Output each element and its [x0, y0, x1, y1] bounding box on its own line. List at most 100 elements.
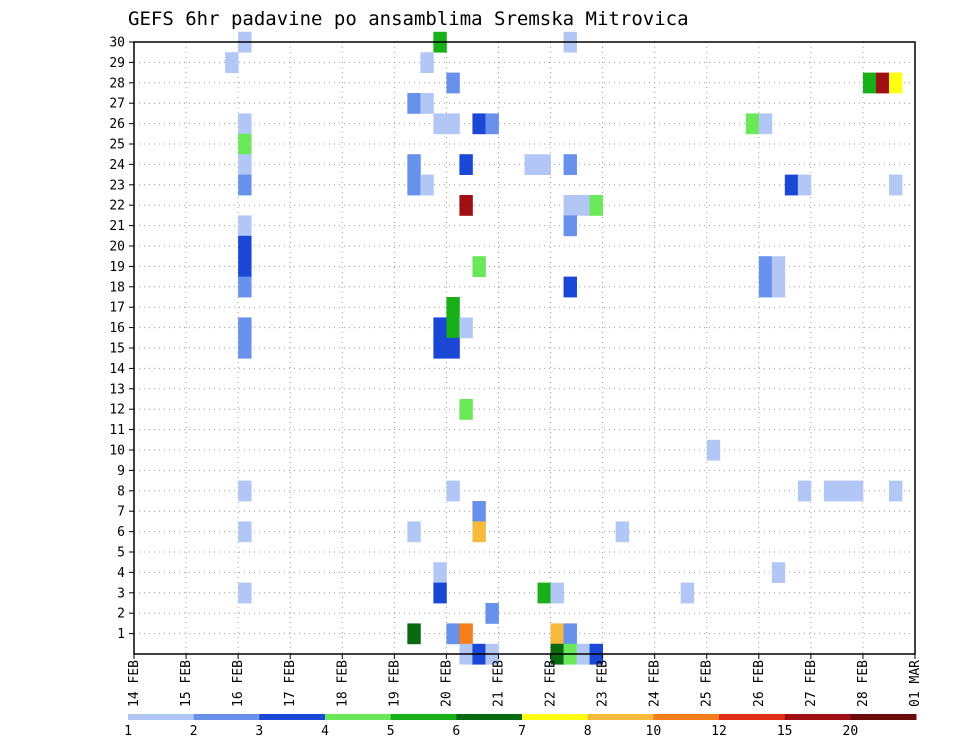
y-tick-label: 5 [117, 546, 125, 561]
precip-cell [563, 154, 577, 175]
colorbar-swatch [784, 714, 851, 720]
colorbar-label: 3 [255, 724, 263, 739]
precip-cell [485, 603, 499, 624]
y-tick-label: 22 [109, 199, 125, 214]
y-tick-label: 6 [117, 525, 125, 540]
precip-cell [563, 215, 577, 237]
precip-cell [459, 399, 473, 420]
precip-cell [524, 154, 538, 175]
precip-cell [238, 154, 252, 175]
precip-cell [771, 562, 786, 583]
y-tick-label: 1 [117, 627, 125, 642]
precip-cell [433, 113, 447, 135]
precip-cell [407, 93, 421, 114]
x-tick-label: 18 FEB [335, 660, 350, 707]
colorbar-label: 15 [777, 724, 793, 739]
y-tick-label: 24 [109, 158, 125, 173]
precip-cell [238, 174, 252, 196]
precip-cell [446, 317, 460, 339]
precip-cell [238, 480, 252, 502]
y-ticks: 1234567891011121314151617181920212223242… [109, 36, 134, 642]
x-tick-label: 16 FEB [231, 660, 246, 707]
colorbar-label: 7 [518, 724, 526, 739]
colorbar-label: 12 [711, 724, 727, 739]
precip-cell [459, 317, 473, 339]
y-tick-label: 23 [109, 178, 125, 193]
precip-cell [550, 582, 564, 604]
precip-cell [238, 235, 252, 257]
precip-cell [758, 276, 773, 298]
precip-cell [758, 113, 773, 135]
precip-cell [238, 215, 252, 237]
precip-cell [238, 337, 252, 359]
chart-title: GEFS 6hr padavine po ansamblima Sremska … [128, 8, 689, 30]
precip-cell [615, 521, 630, 543]
colorbar-label: 20 [843, 724, 859, 739]
y-tick-label: 8 [117, 484, 125, 499]
precip-cell [238, 521, 252, 543]
y-tick-label: 13 [109, 382, 125, 397]
y-tick-label: 18 [109, 280, 125, 295]
y-tick-label: 10 [109, 444, 125, 459]
precip-cell [563, 195, 577, 216]
precip-cell [706, 439, 721, 461]
y-tick-label: 16 [109, 321, 125, 336]
x-ticks: 14 FEB 15 FEB 16 FEB 17 FEB 18 FEB 19 FEB 20 F… [127, 654, 923, 707]
precip-cell [680, 582, 695, 604]
y-tick-label: 17 [109, 301, 125, 316]
precip-cell [459, 195, 473, 216]
y-tick-label: 7 [117, 505, 125, 520]
precip-cell [888, 174, 903, 196]
precip-cell [576, 195, 590, 216]
x-tick-label: 22 FEB [544, 660, 559, 707]
x-tick-label: 21 FEB [491, 660, 506, 707]
y-tick-label: 30 [109, 36, 125, 51]
colorbar-label: 8 [584, 724, 592, 739]
precip-cell [784, 174, 799, 196]
y-tick-label: 9 [117, 464, 125, 479]
precip-cell [472, 113, 486, 135]
x-tick-label: 14 FEB [127, 660, 142, 707]
precip-cell [407, 174, 421, 196]
precip-cell [563, 276, 577, 298]
precip-cell [433, 582, 447, 604]
precip-cell [888, 72, 903, 94]
precip-cell [472, 521, 486, 543]
y-tick-label: 26 [109, 117, 125, 132]
y-tick-label: 20 [109, 240, 125, 255]
y-tick-label: 27 [109, 97, 125, 112]
y-tick-label: 4 [117, 566, 125, 581]
precip-cell [225, 52, 239, 73]
colorbar-label: 5 [387, 724, 395, 739]
precip-cell [238, 276, 252, 298]
precip-cell [420, 93, 434, 114]
precip-cell [238, 133, 252, 155]
precip-cell [433, 317, 447, 339]
precip-cell [446, 337, 460, 359]
precip-cell [446, 480, 460, 502]
precip-cell [459, 623, 473, 645]
x-tick-label: 27 FEB [804, 660, 819, 707]
colorbar-swatch [719, 714, 786, 720]
colorbar-label: 2 [190, 724, 198, 739]
y-tick-label: 28 [109, 76, 125, 91]
precip-cell [407, 154, 421, 175]
precip-cell [485, 113, 499, 135]
x-tick-label: 25 FEB [700, 660, 715, 707]
colorbar-label: 6 [452, 724, 460, 739]
x-tick-label: 15 FEB [179, 660, 194, 707]
precip-cell [550, 623, 564, 645]
x-tick-label: 26 FEB [752, 660, 767, 707]
precip-cell [433, 562, 447, 583]
precip-cell [537, 582, 551, 604]
precip-cell [797, 480, 812, 502]
x-tick-label: 24 FEB [648, 660, 663, 707]
precip-cell [888, 480, 903, 502]
colorbar-label: 4 [321, 724, 329, 739]
colorbar-swatch [653, 714, 720, 720]
precip-cell [758, 256, 773, 277]
y-tick-label: 14 [109, 362, 125, 377]
x-tick-label: 20 FEB [439, 660, 454, 707]
colorbar-swatch [128, 714, 195, 720]
